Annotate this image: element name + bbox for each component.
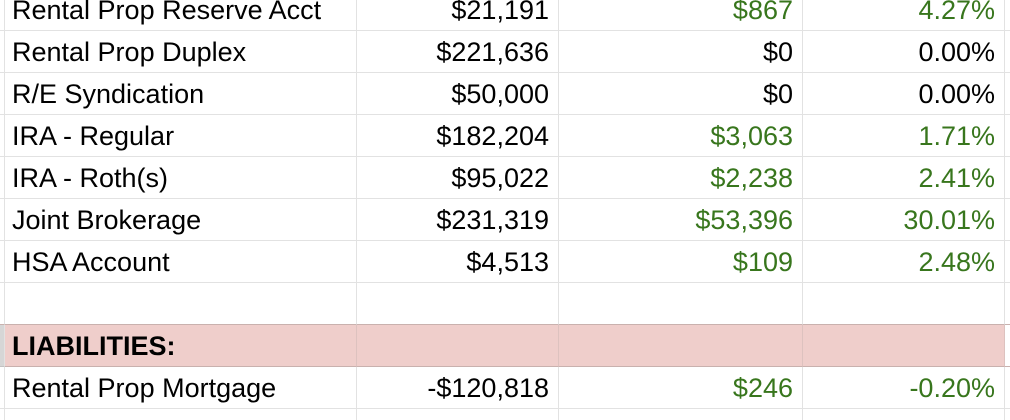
cell-weekly-change-pct[interactable]: 0.00% xyxy=(803,31,1005,73)
cell-account-name[interactable]: Rental Prop Duplex xyxy=(5,31,357,73)
cell-weekly-change[interactable]: $53,396 xyxy=(559,199,803,241)
cell-weekly-change[interactable] xyxy=(559,325,803,367)
cell-account-name[interactable] xyxy=(5,409,357,420)
gutter-cell xyxy=(1005,73,1010,115)
table-row: Rental Prop Duplex $221,636 $0 0.00% xyxy=(0,31,1010,73)
gutter-cell xyxy=(1005,31,1010,73)
cell-weekly-change-pct[interactable] xyxy=(803,325,1005,367)
cell-balance[interactable]: $4,513 xyxy=(357,241,559,283)
cell-weekly-change-pct[interactable]: 2.48% xyxy=(803,241,1005,283)
gutter-cell xyxy=(1005,367,1010,409)
gutter-cell xyxy=(0,199,5,241)
cell-weekly-change-pct[interactable] xyxy=(803,283,1005,325)
cell-weekly-change-pct[interactable]: -0.20% xyxy=(803,367,1005,409)
cell-account-name[interactable]: Joint Brokerage xyxy=(5,199,357,241)
table-row-section-liabilities: LIABILITIES: xyxy=(0,325,1010,367)
cell-balance[interactable]: $221,636 xyxy=(357,31,559,73)
gutter-cell xyxy=(0,283,5,325)
cell-weekly-change-pct[interactable]: 1.71% xyxy=(803,115,1005,157)
cell-weekly-change[interactable]: $0 xyxy=(559,31,803,73)
table-row-empty xyxy=(0,283,1010,325)
gutter-cell xyxy=(1005,115,1010,157)
cell-account-name[interactable]: Rental Prop Mortgage xyxy=(5,367,357,409)
gutter-cell xyxy=(0,73,5,115)
cell-balance[interactable]: $182,204 xyxy=(357,115,559,157)
cell-account-name[interactable]: IRA - Roth(s) xyxy=(5,157,357,199)
gutter-cell xyxy=(1005,199,1010,241)
cell-balance[interactable]: $21,191 xyxy=(357,0,559,31)
cell-balance[interactable]: $231,319 xyxy=(357,199,559,241)
cell-weekly-change[interactable]: $0 xyxy=(559,73,803,115)
cell-balance[interactable]: $50,000 xyxy=(357,73,559,115)
cell-balance[interactable]: $95,022 xyxy=(357,157,559,199)
table-row: HSA Account $4,513 $109 2.48% xyxy=(0,241,1010,283)
table-row: Rental Prop Mortgage -$120,818 $246 -0.2… xyxy=(0,367,1010,409)
cell-weekly-change-pct[interactable]: 4.27% xyxy=(803,0,1005,31)
cell-weekly-change[interactable]: $2,238 xyxy=(559,157,803,199)
gutter-cell xyxy=(0,325,5,367)
table-row: IRA - Regular $182,204 $3,063 1.71% xyxy=(0,115,1010,157)
cell-balance[interactable] xyxy=(357,325,559,367)
gutter-cell xyxy=(0,0,5,31)
table-row: Joint Brokerage $231,319 $53,396 30.01% xyxy=(0,199,1010,241)
cell-section-header[interactable]: LIABILITIES: xyxy=(5,325,357,367)
cell-balance[interactable]: -$120,818 xyxy=(357,367,559,409)
table-row: R/E Syndication $50,000 $0 0.00% xyxy=(0,73,1010,115)
cell-weekly-change-pct[interactable]: 0.00% xyxy=(803,73,1005,115)
table-row-empty xyxy=(0,409,1010,420)
gutter-cell xyxy=(1005,283,1010,325)
gutter-cell xyxy=(0,31,5,73)
table-row: Rental Prop Reserve Acct $21,191 $867 4.… xyxy=(0,0,1010,31)
gutter-cell xyxy=(0,241,5,283)
cell-balance[interactable] xyxy=(357,409,559,420)
cell-weekly-change[interactable]: $3,063 xyxy=(559,115,803,157)
cell-weekly-change-pct[interactable] xyxy=(803,409,1005,420)
cell-balance[interactable] xyxy=(357,283,559,325)
cell-weekly-change-pct[interactable]: 30.01% xyxy=(803,199,1005,241)
gutter-cell xyxy=(1005,409,1010,420)
cell-account-name[interactable] xyxy=(5,283,357,325)
gutter-cell xyxy=(0,409,5,420)
gutter-cell xyxy=(1005,241,1010,283)
gutter-cell xyxy=(0,115,5,157)
gutter-cell xyxy=(0,157,5,199)
cell-weekly-change-pct[interactable]: 2.41% xyxy=(803,157,1005,199)
cell-account-name[interactable]: R/E Syndication xyxy=(5,73,357,115)
cell-weekly-change[interactable] xyxy=(559,283,803,325)
gutter-cell xyxy=(1005,0,1010,31)
cell-account-name[interactable]: HSA Account xyxy=(5,241,357,283)
cell-weekly-change[interactable] xyxy=(559,409,803,420)
cell-weekly-change[interactable]: $867 xyxy=(559,0,803,31)
gutter-cell xyxy=(0,367,5,409)
cell-account-name[interactable]: Rental Prop Reserve Acct xyxy=(5,0,357,31)
gutter-cell xyxy=(1005,157,1010,199)
cell-weekly-change[interactable]: $246 xyxy=(559,367,803,409)
table-row: IRA - Roth(s) $95,022 $2,238 2.41% xyxy=(0,157,1010,199)
cell-account-name[interactable]: IRA - Regular xyxy=(5,115,357,157)
cell-weekly-change[interactable]: $109 xyxy=(559,241,803,283)
gutter-cell xyxy=(1005,325,1010,367)
